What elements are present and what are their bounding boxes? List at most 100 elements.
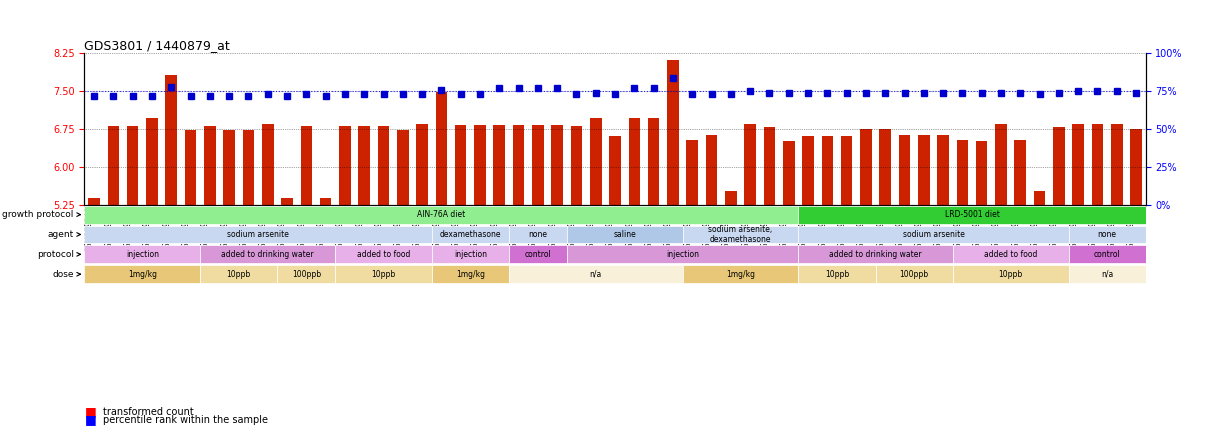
Text: AIN-76A diet: AIN-76A diet bbox=[417, 210, 466, 219]
Text: 10ppb: 10ppb bbox=[825, 270, 849, 279]
Text: dose: dose bbox=[52, 270, 81, 279]
FancyBboxPatch shape bbox=[953, 246, 1069, 263]
Text: dexamethasone: dexamethasone bbox=[440, 230, 500, 239]
FancyBboxPatch shape bbox=[567, 246, 798, 263]
Bar bbox=[358, 127, 370, 444]
FancyBboxPatch shape bbox=[432, 265, 509, 283]
Text: none: none bbox=[528, 230, 548, 239]
Bar bbox=[223, 130, 235, 444]
FancyBboxPatch shape bbox=[277, 265, 335, 283]
Text: none: none bbox=[1097, 230, 1117, 239]
FancyBboxPatch shape bbox=[798, 226, 1069, 243]
FancyBboxPatch shape bbox=[335, 265, 432, 283]
Bar bbox=[1111, 124, 1123, 444]
Text: n/a: n/a bbox=[590, 270, 602, 279]
FancyBboxPatch shape bbox=[683, 265, 798, 283]
Bar bbox=[1014, 139, 1026, 444]
Text: added to food: added to food bbox=[357, 250, 410, 259]
FancyBboxPatch shape bbox=[1069, 246, 1146, 263]
Bar bbox=[1072, 124, 1084, 444]
Bar bbox=[185, 130, 197, 444]
FancyBboxPatch shape bbox=[432, 246, 509, 263]
FancyBboxPatch shape bbox=[1069, 265, 1146, 283]
FancyBboxPatch shape bbox=[683, 226, 798, 243]
FancyBboxPatch shape bbox=[84, 206, 798, 224]
Bar bbox=[590, 119, 602, 444]
FancyBboxPatch shape bbox=[335, 246, 432, 263]
Bar bbox=[397, 130, 409, 444]
Bar bbox=[493, 125, 505, 444]
Text: injection: injection bbox=[666, 250, 699, 259]
Bar bbox=[956, 139, 968, 444]
Bar bbox=[609, 136, 621, 444]
Bar bbox=[937, 135, 949, 444]
Bar bbox=[300, 127, 312, 444]
Bar bbox=[474, 125, 486, 444]
Text: transformed count: transformed count bbox=[103, 407, 193, 416]
Text: added to drinking water: added to drinking water bbox=[222, 250, 314, 259]
Text: control: control bbox=[1094, 250, 1120, 259]
Text: 1mg/kg: 1mg/kg bbox=[726, 270, 755, 279]
Text: n/a: n/a bbox=[1101, 270, 1113, 279]
Bar bbox=[455, 125, 467, 444]
Bar bbox=[1091, 124, 1103, 444]
Bar bbox=[706, 135, 718, 444]
FancyBboxPatch shape bbox=[84, 226, 432, 243]
Text: added to food: added to food bbox=[984, 250, 1037, 259]
Bar bbox=[262, 124, 274, 444]
FancyBboxPatch shape bbox=[567, 226, 683, 243]
Bar bbox=[841, 136, 853, 444]
FancyBboxPatch shape bbox=[798, 206, 1146, 224]
Bar bbox=[339, 127, 351, 444]
Bar bbox=[648, 118, 660, 444]
Bar bbox=[320, 198, 332, 444]
FancyBboxPatch shape bbox=[84, 246, 200, 263]
Bar bbox=[435, 92, 447, 444]
FancyBboxPatch shape bbox=[1069, 226, 1146, 243]
Text: GDS3801 / 1440879_at: GDS3801 / 1440879_at bbox=[84, 39, 230, 52]
Bar bbox=[242, 130, 254, 444]
Bar bbox=[513, 125, 525, 444]
Bar bbox=[416, 124, 428, 444]
Text: sodium arsenite,
dexamethasone: sodium arsenite, dexamethasone bbox=[708, 225, 773, 244]
Bar bbox=[532, 125, 544, 444]
Bar bbox=[918, 135, 930, 444]
Bar bbox=[281, 198, 293, 444]
Text: 10ppb: 10ppb bbox=[227, 270, 251, 279]
Bar bbox=[686, 140, 698, 444]
Bar bbox=[879, 129, 891, 444]
Text: 10ppb: 10ppb bbox=[999, 270, 1023, 279]
Text: 1mg/kg: 1mg/kg bbox=[128, 270, 157, 279]
Text: control: control bbox=[525, 250, 551, 259]
Text: injection: injection bbox=[125, 250, 159, 259]
Text: 10ppb: 10ppb bbox=[371, 270, 396, 279]
Text: 1mg/kg: 1mg/kg bbox=[456, 270, 485, 279]
FancyBboxPatch shape bbox=[798, 265, 876, 283]
Text: growth protocol: growth protocol bbox=[2, 210, 81, 219]
Bar bbox=[667, 60, 679, 444]
FancyBboxPatch shape bbox=[509, 226, 567, 243]
Bar bbox=[783, 141, 795, 444]
FancyBboxPatch shape bbox=[509, 246, 567, 263]
Bar bbox=[1130, 129, 1142, 444]
FancyBboxPatch shape bbox=[953, 265, 1069, 283]
Bar bbox=[821, 136, 833, 444]
Text: agent: agent bbox=[47, 230, 81, 239]
Bar bbox=[165, 75, 177, 444]
FancyBboxPatch shape bbox=[84, 265, 200, 283]
FancyBboxPatch shape bbox=[200, 246, 335, 263]
Bar bbox=[570, 127, 582, 444]
FancyBboxPatch shape bbox=[509, 265, 683, 283]
FancyBboxPatch shape bbox=[432, 226, 509, 243]
Bar bbox=[107, 127, 119, 444]
Bar bbox=[744, 124, 756, 444]
Text: saline: saline bbox=[614, 230, 636, 239]
Text: protocol: protocol bbox=[37, 250, 81, 259]
Bar bbox=[146, 118, 158, 444]
Text: ■: ■ bbox=[84, 405, 96, 418]
Bar bbox=[725, 191, 737, 444]
FancyBboxPatch shape bbox=[876, 265, 953, 283]
Text: LRD-5001 diet: LRD-5001 diet bbox=[944, 210, 1000, 219]
Bar bbox=[802, 136, 814, 444]
Text: sodium arsenite: sodium arsenite bbox=[227, 230, 289, 239]
